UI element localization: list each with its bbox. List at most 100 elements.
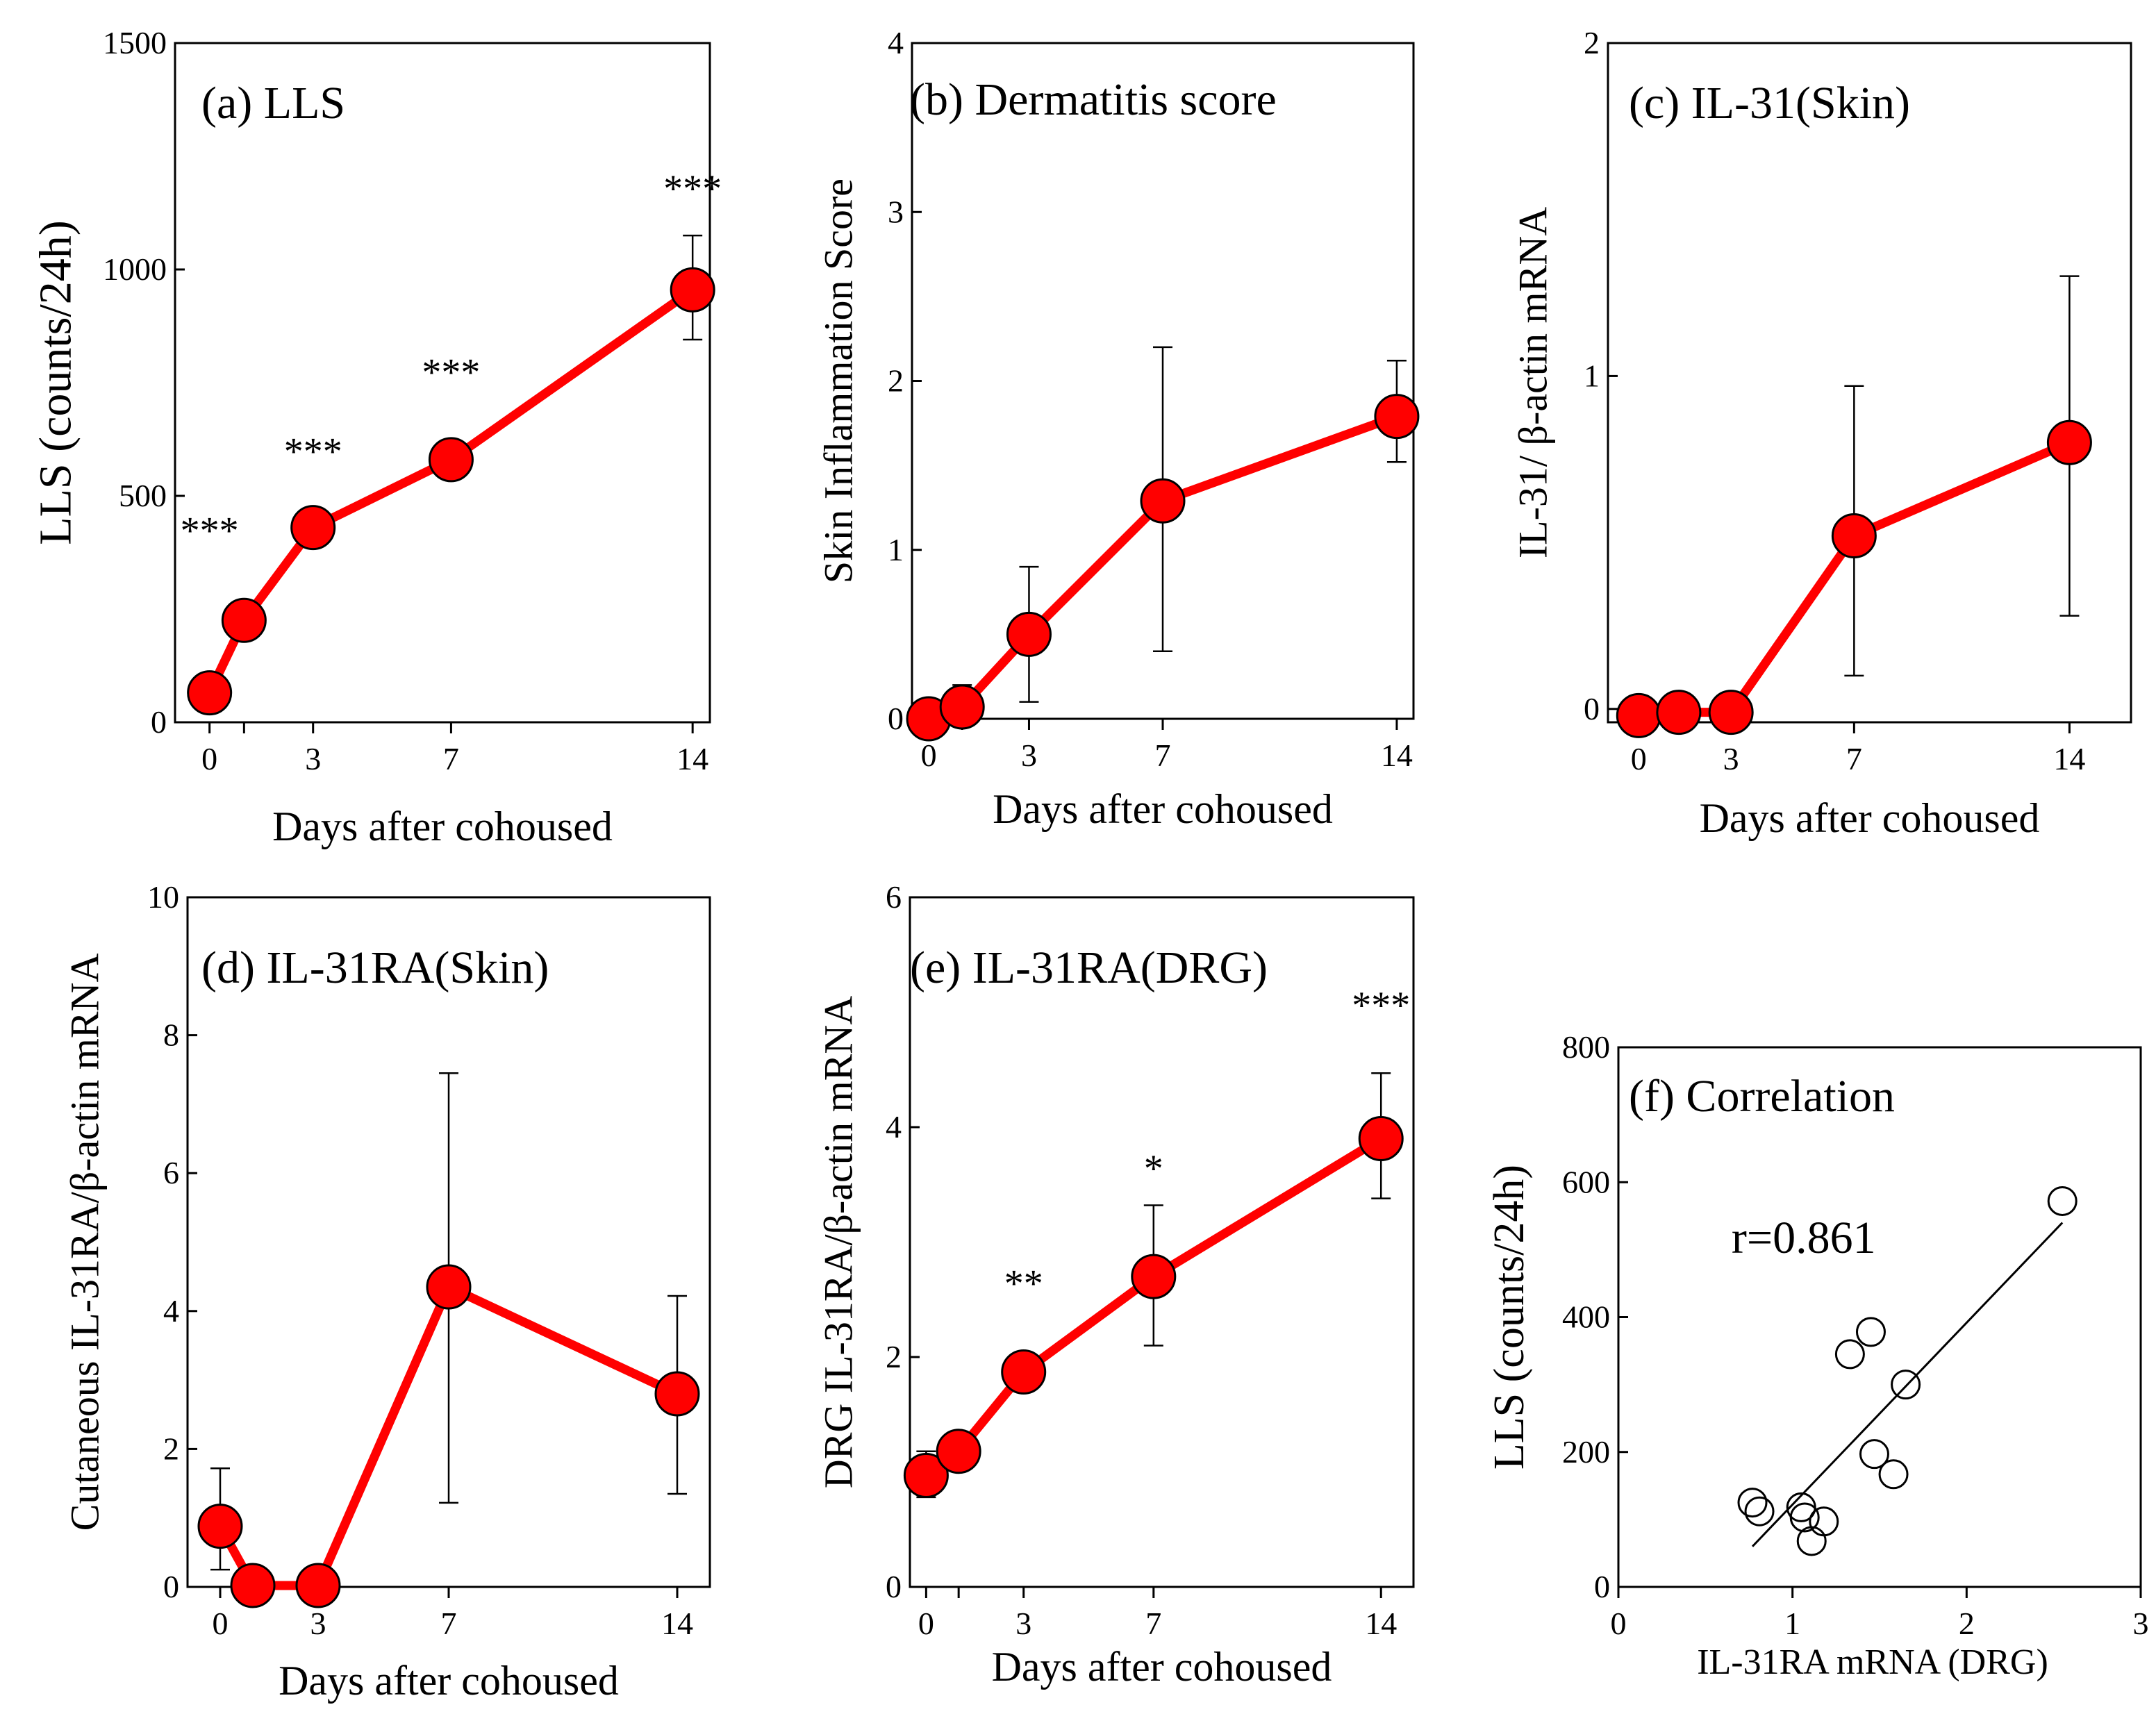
data-point [1140,478,1186,524]
x-tick-label: 14 [677,741,708,776]
y-tick-label: 6 [886,879,902,915]
data-point [295,1563,341,1608]
y-tick-label: 1500 [103,25,167,60]
scatter-point [2047,1185,2078,1216]
y-tick-label: 800 [1562,1029,1610,1065]
data-point [654,1371,700,1417]
y-tick-label: 200 [1562,1434,1610,1470]
x-tick-label: 14 [1381,738,1413,773]
x-tick-label: 14 [661,1606,693,1641]
y-tick-label: 4 [886,1109,902,1145]
scatter-point [1789,1502,1820,1533]
significance-marker: *** [663,167,722,210]
plot-frame [1607,42,2132,724]
data-point [290,505,336,551]
significance-marker: *** [181,509,239,552]
y-axis-label: Skin Inflammation Score [816,178,861,583]
y-tick-label: 0 [888,701,904,736]
data-point [428,437,474,483]
scatter-point [1878,1459,1909,1490]
x-tick-label: 7 [1145,1606,1161,1641]
x-tick-label: 3 [1015,1606,1031,1641]
x-axis-label: Days after cohoused [992,1644,1332,1690]
x-tick-label: 2 [1959,1606,1975,1641]
y-tick-label: 0 [163,1569,179,1604]
x-tick-label: 7 [443,741,459,776]
x-axis-label: IL-31RA mRNA (DRG) [1697,1642,2048,1682]
y-tick-label: 3 [888,194,904,229]
x-tick-label: 0 [213,1606,229,1641]
x-axis-label: Days after cohoused [272,804,613,849]
scatter-point [1834,1339,1865,1370]
x-tick-label: 14 [1365,1606,1397,1641]
y-axis-label: DRG IL-31RA/β-actin mRNA [816,996,861,1488]
y-tick-label: 0 [1584,691,1600,726]
panel-c: 0 1 2 0 3 7 14 Days after cohoused IL-31/ β-acti… [1511,25,2132,841]
significance-marker: *** [422,351,480,394]
panel-title: (c) IL-31(Skin) [1629,78,1910,128]
panel-title: (d) IL-31RA(Skin) [201,942,549,993]
scatter-point [1744,1496,1775,1526]
x-tick-label: 7 [1155,738,1171,773]
x-tick-label: 1 [1784,1606,1800,1641]
y-tick-label: 10 [147,879,179,915]
y-tick-label: 500 [119,478,167,513]
data-point [1656,690,1702,735]
y-tick-label: 0 [151,704,167,740]
x-tick-label: 7 [441,1606,457,1641]
x-tick-label: 14 [2053,741,2085,776]
y-axis-label: Cutaneous IL-31RA/β-actin mRNA [63,954,108,1531]
panel-e: 0 2 4 6 0 3 7 14 Days after cohoused DRG IL-31RA/… [816,879,1415,1690]
x-tick-label: 0 [918,1606,934,1641]
data-point [187,670,233,716]
data-point [426,1264,472,1310]
scatter-point [1859,1439,1889,1470]
x-tick-label: 0 [921,738,937,773]
y-tick-label: 1000 [103,251,167,287]
data-point [939,684,985,730]
panel-title: (f) Correlation [1629,1071,1895,1122]
data-point [2046,419,2092,465]
data-point [1374,394,1420,440]
plot-frame [1617,1046,2142,1588]
y-tick-label: 2 [163,1431,179,1466]
x-tick-label: 3 [1021,738,1037,773]
x-tick-label: 3 [310,1606,326,1641]
x-tick-label: 0 [1631,741,1647,776]
significance-marker: * [1144,1147,1163,1190]
data-point [1131,1254,1177,1299]
x-axis-label: Days after cohoused [1700,795,2040,841]
data-point [197,1504,243,1549]
y-axis-label: LLS (counts/24h) [30,220,81,544]
y-tick-label: 2 [888,363,904,399]
scatter-point [1855,1317,1886,1347]
x-tick-label: 0 [1611,1606,1627,1641]
y-axis-label: LLS (counts/24h) [1486,1165,1533,1470]
plot-frame [174,42,711,724]
data-point [221,597,267,643]
y-tick-label: 8 [163,1017,179,1053]
panel-f: 0 200 400 600 800 0 1 2 3 IL-31RA mRNA (DRG) LLS (… [1486,1029,2148,1682]
x-tick-label: 3 [1723,741,1739,776]
y-tick-label: 0 [1594,1569,1610,1604]
data-point [230,1563,276,1608]
scatter-point [1809,1506,1839,1537]
x-tick-label: 3 [2133,1606,2149,1641]
fit-line [1751,1222,2064,1547]
panel-a: 0 500 1000 1500 0 3 7 14 Days after cohoused LLS … [30,25,722,849]
y-tick-label: 6 [163,1155,179,1190]
data-point [1006,611,1052,657]
data-point [936,1429,981,1474]
significance-marker: *** [1352,984,1410,1027]
x-tick-label: 7 [1846,741,1862,776]
y-tick-label: 2 [886,1339,902,1374]
x-axis-label: Days after cohoused [279,1658,619,1704]
panel-d: 0 2 4 6 8 10 0 3 7 14 Days after cohoused Cutaneous… [63,879,711,1704]
data-point [1001,1349,1047,1395]
plot-frame [909,896,1415,1588]
panel-title: (e) IL-31RA(DRG) [910,942,1268,993]
panel-title: (a) LLS [201,78,345,128]
data-point [1708,690,1754,735]
y-tick-label: 2 [1584,25,1600,60]
